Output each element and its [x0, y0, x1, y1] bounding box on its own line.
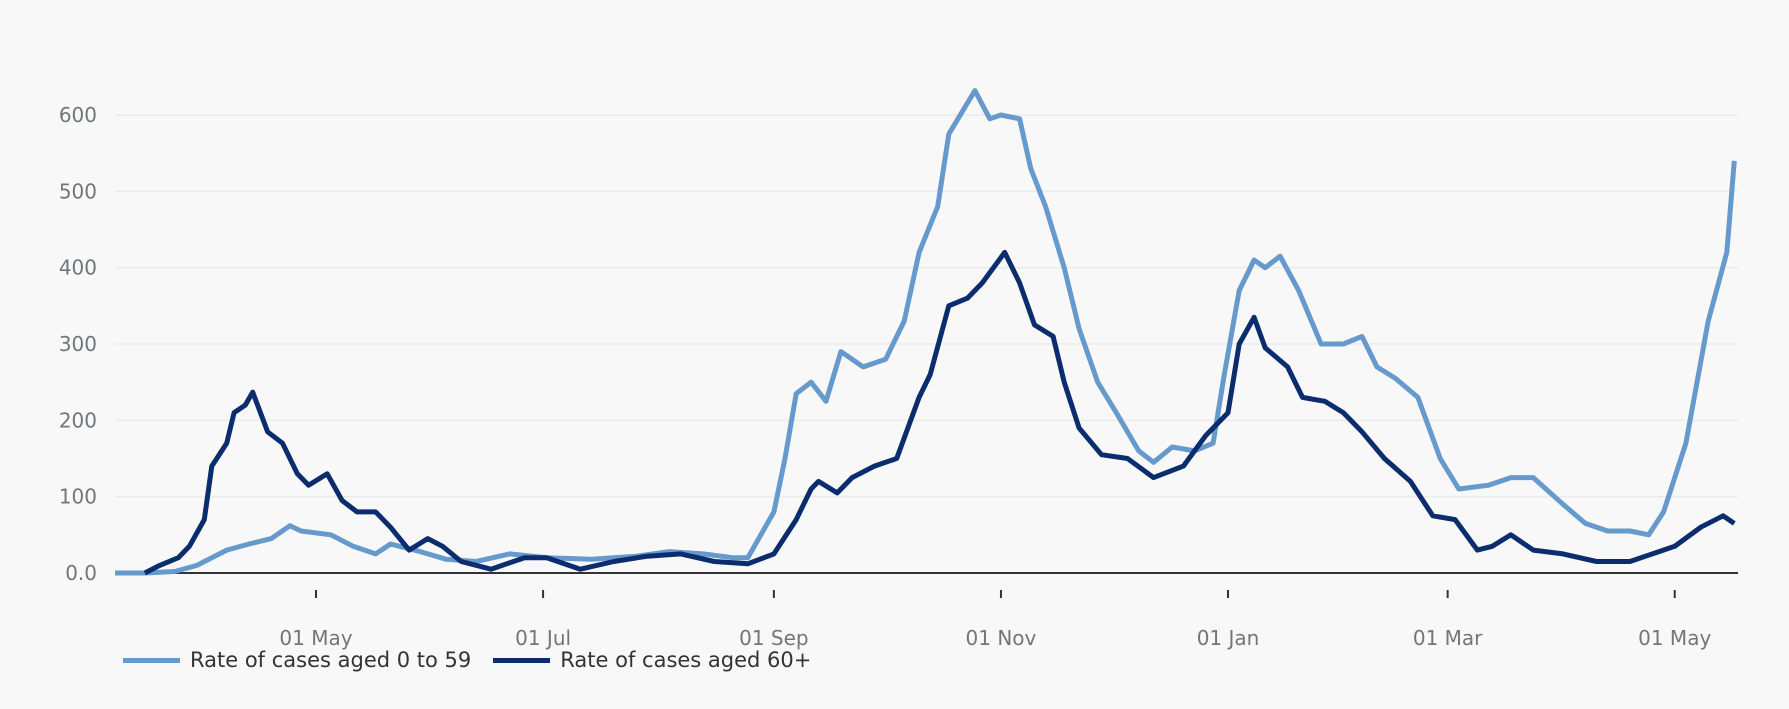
series-lines — [115, 88, 1737, 576]
legend-label: Rate of cases aged 60+ — [560, 648, 812, 672]
y-tick-label: 200 — [59, 408, 97, 432]
x-tick-label: 01 May — [1638, 626, 1711, 650]
y-axis: 0.0 100 200 300 400 500 600 — [59, 103, 97, 585]
legend-swatch — [493, 657, 551, 663]
x-tick-label: 01 Nov — [966, 626, 1037, 650]
y-tick-label: 500 — [59, 179, 97, 203]
y-tick-label: 100 — [59, 485, 97, 509]
legend-item-60-plus[interactable]: Rate of cases aged 60+ — [493, 648, 811, 672]
legend-swatch — [123, 657, 180, 663]
x-tick-label: 01 May — [279, 626, 352, 650]
legend-label: Rate of cases aged 0 to 59 — [190, 648, 472, 672]
y-tick-label: 300 — [59, 332, 97, 356]
gridlines — [115, 114, 1738, 498]
series-line-60-plus — [143, 249, 1736, 576]
y-tick-label: 600 — [59, 103, 97, 127]
x-axis: 01 May 01 Jul 01 Sep 01 Nov 01 Jan 01 Mar 01 M… — [115, 572, 1738, 650]
x-tick-label: 01 Mar — [1413, 626, 1483, 650]
x-tick-label: 01 Jan — [1197, 626, 1260, 650]
x-tick-label: 01 Sep — [739, 626, 809, 650]
x-tick-label: 01 Jul — [515, 626, 571, 650]
legend: Rate of cases aged 0 to 59 Rate of cases… — [123, 648, 833, 672]
series-line-0-59 — [115, 88, 1737, 576]
y-tick-label: 400 — [59, 256, 97, 280]
legend-item-0-59[interactable]: Rate of cases aged 0 to 59 — [123, 648, 471, 672]
y-tick-label: 0.0 — [65, 561, 97, 585]
